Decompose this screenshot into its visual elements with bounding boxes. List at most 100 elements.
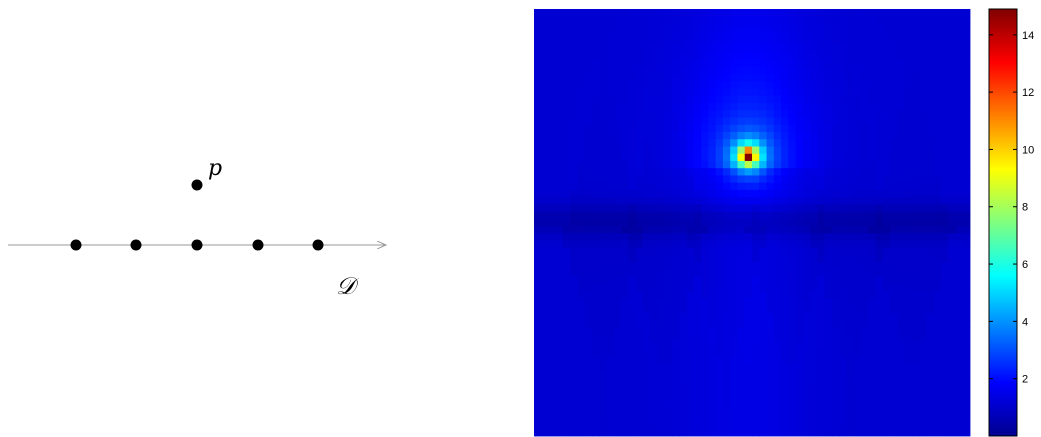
heatmap-cell [853,240,862,249]
heatmap-cell [875,363,884,372]
heatmap-cell [861,117,869,126]
heatmap-cell [788,327,796,336]
heatmap-cell [940,385,949,393]
heatmap-cell [897,66,905,75]
heatmap-cell [824,378,833,386]
heatmap-cell [861,392,869,401]
heatmap-cell [940,334,949,343]
heatmap-cell [722,262,731,270]
heatmap-cell [781,160,789,169]
heatmap-cell [752,197,760,205]
heatmap-cell [853,189,862,198]
heatmap-cell [802,146,811,155]
heatmap-cell [904,124,913,133]
heatmap-cell [882,356,891,365]
heatmap-cell [606,197,615,205]
heatmap-cell [817,291,826,299]
heatmap-cell [882,124,891,133]
heatmap-cell [759,189,767,198]
heatmap-cell [940,240,949,249]
heatmap-cell [613,349,622,357]
heatmap-cell [788,363,796,372]
heatmap-cell [766,66,775,75]
heatmap-cell [839,233,847,241]
heatmap-cell [933,298,942,307]
heatmap-cell [752,356,760,365]
heatmap-cell [686,197,695,205]
heatmap-cell [701,240,709,249]
heatmap-cell [817,392,826,401]
heatmap-cell [962,269,971,278]
heatmap-cell [810,103,818,111]
heatmap-cell [861,312,869,321]
heatmap-cell [788,175,796,184]
heatmap-cell [606,305,615,314]
heatmap-cell [737,370,746,379]
heatmap-cell [722,153,731,162]
heatmap-cell [744,139,753,147]
heatmap-cell [744,356,753,365]
heatmap-cell [839,45,847,53]
heatmap-cell [730,240,738,249]
heatmap-cell [824,146,833,155]
heatmap-cell [715,284,724,292]
heatmap-cell [766,103,775,111]
heatmap-cell [861,291,869,299]
heatmap-cell [817,153,826,162]
heatmap-cell [933,276,942,285]
heatmap-cell [861,349,869,357]
heatmap-cell [882,255,891,263]
heatmap-cell [599,23,608,32]
heatmap-cell [911,139,920,147]
heatmap-cell [831,247,840,256]
heatmap-cell [570,407,578,415]
heatmap-cell [613,356,622,365]
heatmap-cell [788,37,796,46]
heatmap-cell [657,66,666,75]
heatmap-cell [584,298,593,307]
heatmap-cell [933,392,942,401]
heatmap-cell [795,414,804,422]
heatmap-cell [846,233,855,241]
heatmap-cell [882,9,891,17]
heatmap-cell [853,88,862,97]
heatmap-cell [577,45,586,53]
heatmap-cell [868,211,876,220]
heatmap-cell [744,407,753,415]
heatmap-cell [781,182,789,191]
heatmap-cell [737,262,746,270]
heatmap-cell [715,146,724,155]
heatmap-cell [577,110,586,118]
heatmap-cell [919,407,927,415]
heatmap-cell [962,349,971,357]
heatmap-cell [766,168,775,176]
heatmap-cell [592,189,600,198]
heatmap-cell [548,385,557,393]
heatmap-cell [577,399,586,408]
heatmap-cell [802,370,811,379]
heatmap-cell [788,189,796,198]
heatmap-cell [708,370,717,379]
heatmap-cell [664,233,673,241]
heatmap-cell [788,284,796,292]
heatmap-cell [686,45,695,53]
heatmap-cell [919,204,927,213]
heatmap-cell [577,204,586,213]
heatmap-cell [846,262,855,270]
heatmap-cell [628,327,637,336]
heatmap-cell [911,247,920,256]
heatmap-cell [955,407,964,415]
heatmap-cell [962,132,971,140]
heatmap-cell [722,146,731,155]
heatmap-cell [563,334,571,343]
heatmap-cell [577,74,586,82]
heatmap-cell [606,160,615,169]
heatmap-cell [657,74,666,82]
heatmap-cell [570,341,578,350]
heatmap-cell [563,370,571,379]
heatmap-cell [948,421,956,430]
heatmap-cell [817,23,826,32]
heatmap-cell [570,37,578,46]
heatmap-cell [926,182,935,191]
heatmap-cell [781,262,789,270]
